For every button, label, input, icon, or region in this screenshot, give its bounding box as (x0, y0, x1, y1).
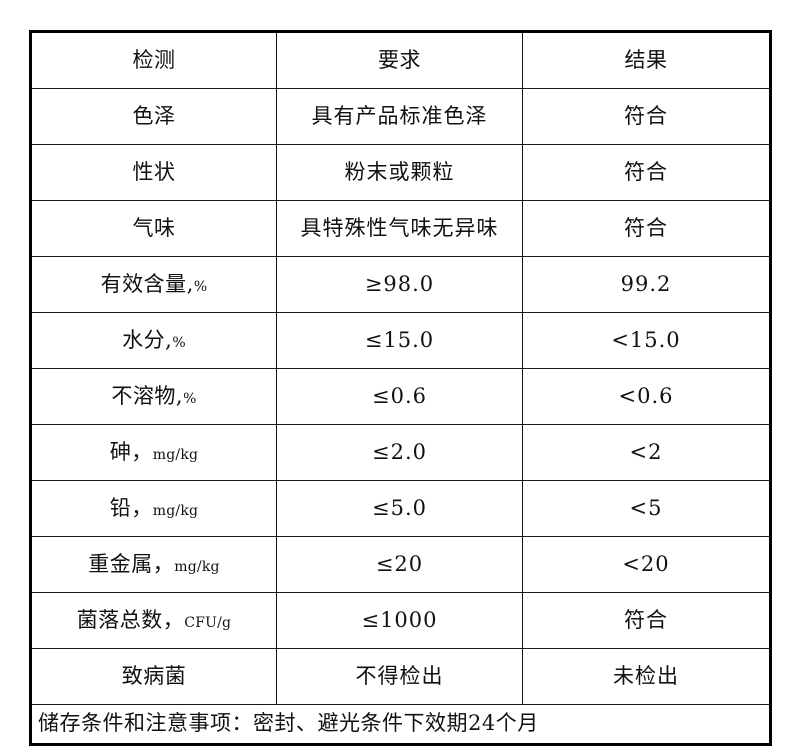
table-row: 水分,% ≤15.0 <15.0 (30, 312, 771, 369)
requirement-value: ≤0.6 (372, 383, 427, 408)
requirement-value: ≤5.0 (372, 495, 427, 520)
item-label: 色泽 (132, 103, 176, 128)
cell-result: <20 (522, 536, 771, 593)
cell-requirement: 具有产品标准色泽 (276, 88, 523, 145)
result-value: 99.2 (620, 271, 672, 296)
cell-result: 未检出 (522, 648, 771, 705)
item-unit: % (193, 278, 208, 295)
cell-requirement: ≤20 (276, 536, 523, 593)
result-value: <20 (622, 551, 670, 576)
item-unit: % (172, 334, 186, 351)
requirement-value: ≤1000 (361, 607, 438, 632)
item-unit: % (183, 390, 197, 407)
cell-item: 水分,% (30, 312, 277, 369)
storage-note-cell: 储存条件和注意事项：密封、避光条件下效期24个月 (30, 704, 771, 745)
item-label: 砷， (109, 439, 153, 464)
cell-requirement: ≤5.0 (276, 480, 523, 537)
cell-requirement: 具特殊性气味无异味 (276, 200, 523, 257)
item-label: 铅， (109, 495, 153, 520)
requirement-value: ≥98.0 (364, 271, 435, 296)
result-value: 符合 (624, 215, 668, 240)
cell-requirement: 不得检出 (276, 648, 523, 705)
header-label-result: 结果 (624, 47, 668, 72)
cell-item: 砷，mg/kg (30, 424, 277, 481)
cell-item: 不溶物,% (30, 368, 277, 425)
cell-requirement: ≤0.6 (276, 368, 523, 425)
result-value: 未检出 (613, 663, 679, 688)
header-cell-item: 检测 (30, 31, 277, 89)
table-row: 砷，mg/kg ≤2.0 <2 (30, 424, 771, 481)
item-label: 致病菌 (121, 663, 187, 688)
table-row: 菌落总数，CFU/g ≤1000 符合 (30, 592, 771, 649)
cell-item: 致病菌 (30, 648, 277, 705)
item-label: 有效含量, (100, 271, 194, 296)
item-unit: CFU/g (184, 614, 232, 631)
result-value: <2 (629, 439, 663, 464)
storage-note-text: 储存条件和注意事项：密封、避光条件下效期24个月 (38, 711, 539, 736)
requirement-value: 具有产品标准色泽 (311, 103, 488, 128)
header-cell-requirement: 要求 (276, 31, 523, 89)
table-row: 气味 具特殊性气味无异味 符合 (30, 200, 771, 257)
cell-item: 性状 (30, 144, 277, 201)
spec-table: 检测 要求 结果 色泽 具有产品标准色泽 符合 性状 粉末或颗粒 符合 气味 具… (29, 30, 772, 746)
requirement-value: ≤20 (375, 551, 424, 576)
cell-item: 气味 (30, 200, 277, 257)
cell-item: 有效含量,% (30, 256, 277, 313)
header-label-requirement: 要求 (378, 47, 421, 72)
cell-result: 99.2 (522, 256, 771, 313)
table-footer-row: 储存条件和注意事项：密封、避光条件下效期24个月 (30, 704, 771, 745)
cell-result: 符合 (522, 88, 771, 145)
cell-result: <0.6 (522, 368, 771, 425)
cell-requirement: ≤1000 (276, 592, 523, 649)
item-unit: mg/kg (174, 558, 220, 575)
spec-table-container: 检测 要求 结果 色泽 具有产品标准色泽 符合 性状 粉末或颗粒 符合 气味 具… (29, 30, 772, 746)
header-label-item: 检测 (132, 47, 176, 72)
item-label: 水分, (122, 327, 173, 352)
cell-result: 符合 (522, 592, 771, 649)
requirement-value: 粉末或颗粒 (344, 159, 455, 184)
cell-item: 铅，mg/kg (30, 480, 277, 537)
cell-result: <5 (522, 480, 771, 537)
requirement-value: ≤15.0 (364, 327, 435, 352)
result-value: 符合 (624, 607, 668, 632)
result-value: <0.6 (618, 383, 674, 408)
cell-requirement: 粉末或颗粒 (276, 144, 523, 201)
table-row: 重金属，mg/kg ≤20 <20 (30, 536, 771, 593)
item-label: 重金属， (88, 551, 175, 576)
requirement-value: 具特殊性气味无异味 (300, 215, 499, 240)
result-value: 符合 (624, 159, 668, 184)
table-row: 性状 粉末或颗粒 符合 (30, 144, 771, 201)
cell-result: 符合 (522, 144, 771, 201)
table-row: 有效含量,% ≥98.0 99.2 (30, 256, 771, 313)
cell-item: 菌落总数，CFU/g (30, 592, 277, 649)
item-label: 菌落总数， (76, 607, 185, 632)
item-label: 不溶物, (111, 383, 184, 408)
header-cell-result: 结果 (522, 31, 771, 89)
cell-result: 符合 (522, 200, 771, 257)
cell-result: <15.0 (522, 312, 771, 369)
item-unit: mg/kg (152, 502, 199, 519)
result-value: <5 (629, 495, 663, 520)
cell-requirement: ≥98.0 (276, 256, 523, 313)
item-unit: mg/kg (152, 446, 199, 463)
item-label: 气味 (132, 215, 176, 240)
cell-item: 重金属，mg/kg (30, 536, 277, 593)
result-value: <15.0 (611, 327, 681, 352)
cell-requirement: ≤2.0 (276, 424, 523, 481)
item-label: 性状 (132, 159, 176, 184)
requirement-value: ≤2.0 (372, 439, 427, 464)
cell-item: 色泽 (30, 88, 277, 145)
spec-table-body: 检测 要求 结果 色泽 具有产品标准色泽 符合 性状 粉末或颗粒 符合 气味 具… (30, 31, 771, 745)
requirement-value: 不得检出 (355, 663, 444, 688)
cell-result: <2 (522, 424, 771, 481)
result-value: 符合 (624, 103, 668, 128)
table-row: 不溶物,% ≤0.6 <0.6 (30, 368, 771, 425)
table-row: 铅，mg/kg ≤5.0 <5 (30, 480, 771, 537)
table-header-row: 检测 要求 结果 (30, 31, 771, 89)
table-row: 致病菌 不得检出 未检出 (30, 648, 771, 705)
table-row: 色泽 具有产品标准色泽 符合 (30, 88, 771, 145)
cell-requirement: ≤15.0 (276, 312, 523, 369)
